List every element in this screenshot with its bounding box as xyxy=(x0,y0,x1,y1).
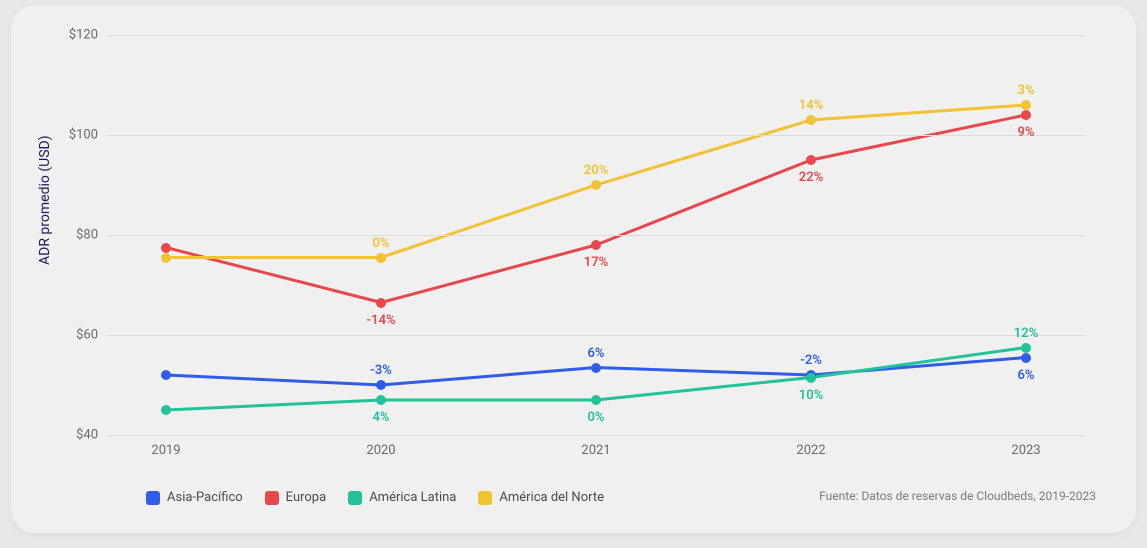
series-pct-label: 14% xyxy=(799,98,823,113)
y-tick-label: $60 xyxy=(58,328,98,343)
series-marker xyxy=(1021,100,1031,110)
legend-label: América del Norte xyxy=(499,490,604,505)
gridline xyxy=(106,435,1086,436)
series-marker xyxy=(591,395,601,405)
series-pct-label: 4% xyxy=(372,410,389,425)
series-marker xyxy=(1021,110,1031,120)
legend-item: Asia-Pacífico xyxy=(146,490,243,505)
legend-label: Europa xyxy=(286,490,327,505)
series-marker xyxy=(161,370,171,380)
gridline xyxy=(106,135,1086,136)
series-marker xyxy=(806,373,816,383)
x-tick-label: 2019 xyxy=(151,443,180,458)
x-tick-label: 2021 xyxy=(581,443,610,458)
y-tick-label: $100 xyxy=(58,128,98,143)
series-marker xyxy=(1021,353,1031,363)
series-pct-label: 0% xyxy=(587,410,604,425)
x-tick-label: 2020 xyxy=(366,443,395,458)
y-tick-label: $80 xyxy=(58,228,98,243)
series-marker xyxy=(376,298,386,308)
series-pct-label: 3% xyxy=(1017,83,1034,98)
legend-swatch xyxy=(478,491,492,505)
legend-item: América del Norte xyxy=(478,490,604,505)
legend-swatch xyxy=(348,491,362,505)
series-marker xyxy=(591,240,601,250)
source-text: Fuente: Datos de reservas de Cloudbeds, … xyxy=(819,489,1096,503)
series-marker xyxy=(161,243,171,253)
series-marker xyxy=(161,253,171,263)
plot-area: $40$60$80$100$12020192020202120222023-3%… xyxy=(106,35,1086,435)
series-marker xyxy=(806,115,816,125)
legend-item: América Latina xyxy=(348,490,456,505)
series-marker xyxy=(376,253,386,263)
series-pct-label: 9% xyxy=(1017,125,1034,140)
legend: Asia-Pacífico Europa América Latina América… xyxy=(146,490,604,505)
series-pct-label: -3% xyxy=(370,363,392,378)
series-marker xyxy=(376,395,386,405)
series-pct-label: 0% xyxy=(372,236,389,251)
gridline xyxy=(106,335,1086,336)
gridline xyxy=(106,35,1086,36)
legend-label: América Latina xyxy=(369,490,456,505)
series-marker xyxy=(591,363,601,373)
series-pct-label: 6% xyxy=(1017,368,1034,383)
x-tick-label: 2022 xyxy=(796,443,825,458)
legend-swatch xyxy=(265,491,279,505)
gridline xyxy=(106,235,1086,236)
x-tick-label: 2023 xyxy=(1011,443,1040,458)
series-marker xyxy=(376,380,386,390)
series-pct-label: -14% xyxy=(366,313,395,328)
legend-swatch xyxy=(146,491,160,505)
series-line xyxy=(166,115,1026,303)
series-marker xyxy=(806,155,816,165)
series-marker xyxy=(1021,343,1031,353)
legend-label: Asia-Pacífico xyxy=(167,490,243,505)
series-pct-label: 6% xyxy=(587,346,604,361)
y-axis-label: ADR promedio (USD) xyxy=(37,135,53,265)
chart-card: ADR promedio (USD) $40$60$80$100$1202019… xyxy=(11,5,1136,533)
legend-item: Europa xyxy=(265,490,327,505)
series-pct-label: 10% xyxy=(799,388,823,403)
series-pct-label: 12% xyxy=(1014,326,1038,341)
y-tick-label: $120 xyxy=(58,28,98,43)
series-pct-label: 22% xyxy=(799,170,823,185)
y-tick-label: $40 xyxy=(58,428,98,443)
series-pct-label: -2% xyxy=(800,353,822,368)
series-marker xyxy=(161,405,171,415)
series-pct-label: 20% xyxy=(584,163,608,178)
series-marker xyxy=(591,180,601,190)
series-pct-label: 17% xyxy=(584,255,608,270)
